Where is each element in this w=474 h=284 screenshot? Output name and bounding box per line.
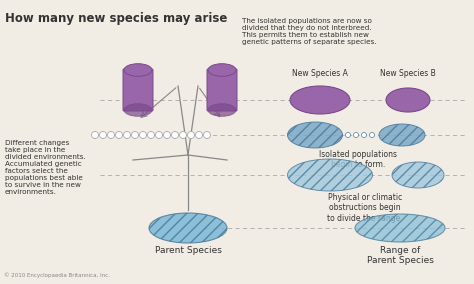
Text: New Species B: New Species B [380,69,436,78]
Circle shape [139,131,146,139]
Circle shape [203,131,210,139]
Circle shape [370,133,374,137]
Ellipse shape [124,64,152,76]
Circle shape [108,131,115,139]
Ellipse shape [208,64,236,76]
Text: Different changes
take place in the
divided environments.
Accumulated genetic
fa: Different changes take place in the divi… [5,140,86,195]
Circle shape [172,131,179,139]
Circle shape [354,133,358,137]
Text: Isolated populations
begin to form.: Isolated populations begin to form. [319,150,397,169]
Ellipse shape [386,88,430,112]
Circle shape [124,131,130,139]
Text: The isolated populations are now so
divided that they do not interbreed.
This pe: The isolated populations are now so divi… [242,18,377,45]
Ellipse shape [149,213,227,243]
Circle shape [131,131,138,139]
Text: How many new species may arise: How many new species may arise [5,12,228,25]
Text: Parent Species: Parent Species [155,246,221,255]
Text: New Species A: New Species A [292,69,348,78]
Circle shape [195,131,202,139]
Ellipse shape [290,86,350,114]
Ellipse shape [288,122,343,148]
FancyBboxPatch shape [123,69,153,111]
Circle shape [346,133,350,137]
Text: © 2010 Encyclopaedia Britannica, Inc.: © 2010 Encyclopaedia Britannica, Inc. [4,272,110,278]
Ellipse shape [208,104,236,116]
Circle shape [147,131,155,139]
Circle shape [100,131,107,139]
Ellipse shape [288,159,373,191]
Ellipse shape [355,214,445,242]
Circle shape [188,131,194,139]
Ellipse shape [392,162,444,188]
Ellipse shape [124,104,152,116]
Circle shape [91,131,99,139]
FancyBboxPatch shape [207,69,237,111]
Circle shape [180,131,186,139]
Text: Range of
Parent Species: Range of Parent Species [366,246,433,266]
Circle shape [362,133,366,137]
Circle shape [155,131,163,139]
Circle shape [116,131,122,139]
Circle shape [164,131,171,139]
Text: Physical or climatic
obstructions begin
to divide the range.: Physical or climatic obstructions begin … [327,193,403,223]
Ellipse shape [379,124,425,146]
